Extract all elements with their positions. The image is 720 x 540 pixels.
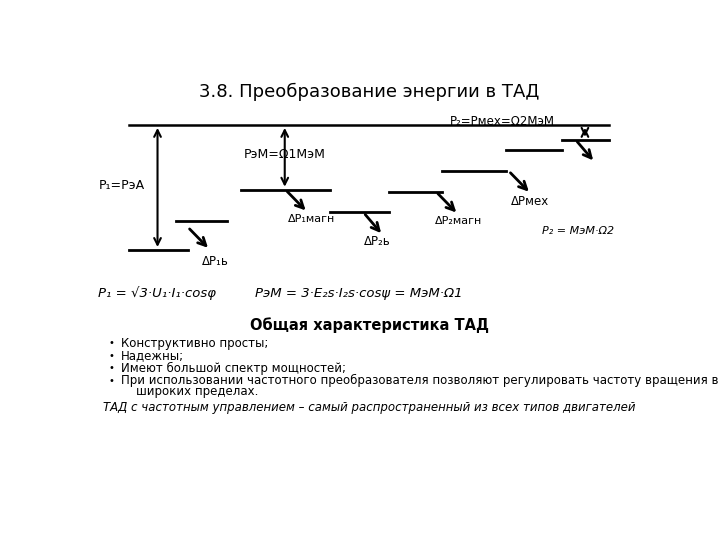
Text: 3.8. Преобразование энергии в ТАД: 3.8. Преобразование энергии в ТАД [199,83,539,101]
Text: PэМ=Ω1MэМ: PэМ=Ω1MэМ [243,148,325,161]
Text: ΔP₂магн: ΔP₂магн [435,215,482,226]
Text: P₁ = √3·U₁·I₁·cosφ: P₁ = √3·U₁·I₁·cosφ [99,287,217,300]
Text: При использовании частотного преобразователя позволяют регулировать частоту вращ: При использовании частотного преобразова… [121,374,720,387]
Text: •: • [108,339,114,348]
Text: •: • [108,376,114,386]
Text: ΔP₁ь: ΔP₁ь [202,254,228,267]
Text: P₂ = MэМ·Ω2: P₂ = MэМ·Ω2 [542,226,614,236]
Text: PэМ = 3·E₂s·I₂s·cosψ = MэМ·Ω1: PэМ = 3·E₂s·I₂s·cosψ = MэМ·Ω1 [255,287,462,300]
Text: P₂=Pмех=Ω2MэМ: P₂=Pмех=Ω2MэМ [450,115,555,129]
Text: P₁=PэА: P₁=PэА [99,179,145,192]
Text: •: • [108,363,114,373]
Text: ΔP₁магн: ΔP₁магн [288,214,336,224]
Text: ΔP₂ь: ΔP₂ь [364,235,390,248]
Text: •: • [108,351,114,361]
Text: Надежны;: Надежны; [121,349,184,362]
Text: ΔPмех: ΔPмех [511,195,549,208]
Text: широких пределах.: широких пределах. [121,384,258,397]
Text: ТАД с частотным управлением – самый распространенный из всех типов двигателей: ТАД с частотным управлением – самый расп… [103,401,635,414]
Text: Имеют большой спектр мощностей;: Имеют большой спектр мощностей; [121,362,346,375]
Text: Конструктивно просты;: Конструктивно просты; [121,337,268,350]
Text: Общая характеристика ТАД: Общая характеристика ТАД [250,317,488,333]
